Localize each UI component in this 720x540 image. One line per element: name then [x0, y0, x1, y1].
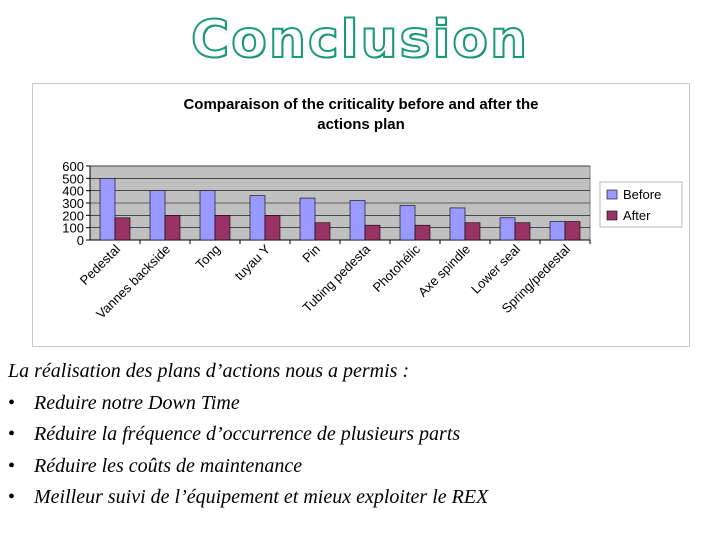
bullet-text: Réduire la fréquence d’occurrence de plu…: [34, 423, 461, 445]
x-tick-label: Tong: [193, 242, 224, 273]
bar-after-1: [164, 215, 181, 241]
x-tick-label: tuyau Y: [232, 241, 274, 283]
legend-label-before: Before: [623, 187, 661, 202]
y-tick-label: 300: [62, 196, 84, 211]
bullet-item: • Meilleur suivi de l’équipement et mieu…: [8, 482, 713, 514]
bullet-text: Réduire les coûts de maintenance: [34, 454, 303, 477]
bar-before-2: [199, 190, 216, 241]
bar-before-6: [399, 205, 416, 241]
x-tick-label: Photohélic: [370, 241, 424, 295]
bar-before-9: [549, 221, 566, 241]
conclusion-text: La réalisation des plans d’actions nous …: [8, 356, 713, 514]
bar-before-3: [249, 195, 266, 241]
bullet-item: • Reduire notre Down Time: [8, 388, 713, 420]
bar-before-1: [149, 190, 166, 241]
legend-swatch-before: [606, 189, 618, 200]
bullet-dot-icon: •: [8, 423, 16, 445]
chart-title-line-1: Comparaison of the criticality before an…: [183, 96, 538, 113]
bar-after-7: [464, 222, 481, 241]
bullet-dot-icon: •: [8, 391, 16, 414]
x-tick-label: Pin: [299, 242, 323, 266]
y-tick-label: 200: [62, 208, 84, 223]
bullet-dot-icon: •: [8, 454, 16, 477]
slide-title: Conclusion: [190, 9, 530, 71]
bullet-text: Meilleur suivi de l’équipement et mieux …: [34, 486, 489, 508]
bullet-dot-icon: •: [8, 486, 16, 508]
intro-line: La réalisation des plans d’actions nous …: [8, 360, 410, 382]
bar-after-4: [314, 222, 331, 241]
bullet-item: • Réduire la fréquence d’occurrence de p…: [8, 419, 713, 451]
chart-title-line-2: actions plan: [317, 116, 405, 133]
chart-svg: Comparaison of the criticality before an…: [62, 96, 683, 321]
legend-swatch-after: [606, 210, 618, 221]
y-tick-label: 500: [62, 171, 84, 186]
bar-before-7: [449, 207, 466, 241]
bar-after-3: [264, 215, 281, 241]
bar-after-6: [414, 224, 431, 241]
bullet-item: • Réduire les coûts de maintenance: [8, 451, 713, 483]
bar-after-8: [514, 222, 531, 241]
y-tick-label: 100: [62, 221, 84, 236]
bar-before-0: [99, 178, 116, 241]
criticality-chart: Comparaison of the criticality before an…: [32, 83, 690, 347]
bar-after-0: [114, 217, 131, 241]
bar-after-9: [564, 221, 581, 241]
x-tick-label: Axe spindle: [415, 242, 473, 300]
y-tick-label: 0: [77, 233, 84, 248]
bar-before-5: [349, 200, 366, 241]
y-tick-label: 400: [62, 184, 84, 199]
bar-after-2: [214, 215, 231, 241]
bar-before-4: [299, 197, 316, 241]
bar-after-5: [364, 224, 381, 241]
legend-label-after: After: [623, 208, 651, 223]
x-tick-label: Pedestal: [77, 241, 123, 287]
bar-before-8: [499, 217, 516, 241]
y-tick-label: 600: [62, 159, 84, 174]
bullet-text: Reduire notre Down Time: [34, 391, 240, 414]
